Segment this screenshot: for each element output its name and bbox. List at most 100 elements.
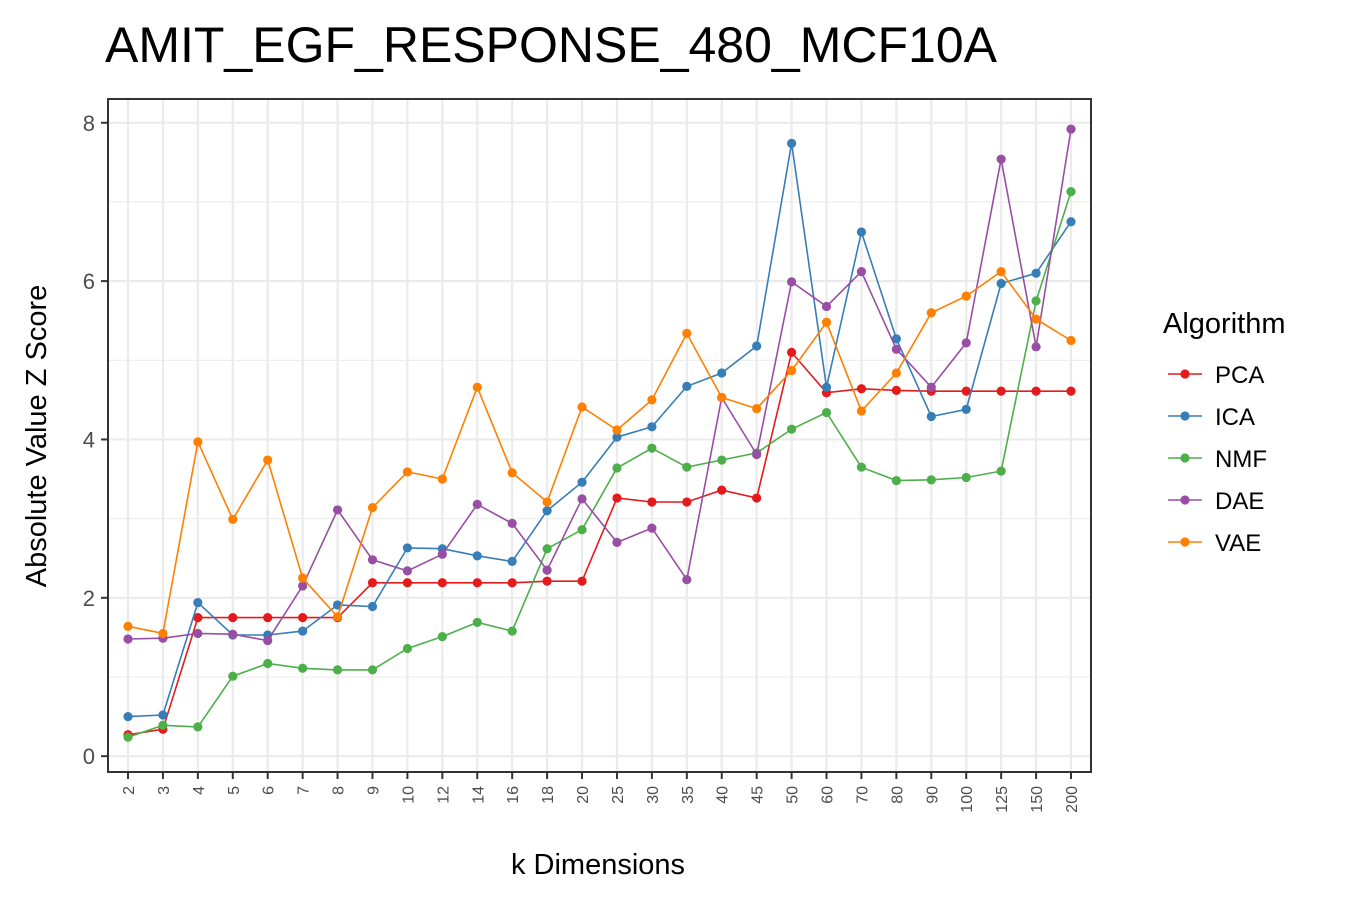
- data-point-nmf: [926, 475, 936, 485]
- data-point-dae: [1031, 342, 1041, 352]
- data-point-vae: [1066, 335, 1076, 346]
- data-point-ica: [682, 381, 692, 392]
- legend-item-pca: PCA: [1168, 362, 1264, 389]
- x-tick-label: 40: [715, 786, 732, 804]
- series-line-dae: [127, 128, 1072, 642]
- data-point-pca: [682, 497, 692, 507]
- data-point-dae: [786, 277, 797, 287]
- data-point-ica: [717, 368, 727, 378]
- data-point-ica: [752, 341, 762, 351]
- data-point-ica: [856, 227, 867, 237]
- data-point-nmf: [367, 665, 378, 675]
- data-point-nmf: [228, 671, 238, 681]
- data-point-ica: [1066, 217, 1076, 227]
- x-tick-label: 125: [994, 786, 1011, 813]
- data-point-nmf: [996, 466, 1006, 476]
- data-point-nmf: [612, 463, 622, 473]
- legend-key-point: [1180, 411, 1190, 421]
- data-point-dae: [193, 628, 203, 639]
- data-point-nmf: [1031, 296, 1041, 306]
- chart-title: AMIT_EGF_RESPONSE_480_MCF10A: [105, 17, 998, 73]
- data-point-ica: [891, 334, 901, 344]
- data-point-ica: [612, 432, 622, 442]
- data-point-nmf: [193, 722, 203, 732]
- data-point-pca: [961, 386, 971, 396]
- data-point-nmf: [647, 443, 657, 453]
- data-point-pca: [228, 613, 238, 623]
- data-point-pca: [1066, 386, 1076, 396]
- x-tick-label: 2: [121, 786, 138, 795]
- legend-item-dae: DAE: [1168, 488, 1264, 515]
- legend-label: DAE: [1215, 488, 1264, 515]
- data-point-dae: [402, 566, 413, 576]
- data-point-pca: [786, 347, 797, 357]
- data-point-vae: [1031, 314, 1041, 324]
- data-point-vae: [577, 402, 587, 412]
- data-point-vae: [996, 267, 1006, 277]
- data-point-vae: [332, 612, 343, 622]
- data-point-pca: [1031, 386, 1041, 396]
- data-point-pca: [891, 385, 901, 395]
- data-point-nmf: [577, 525, 587, 535]
- data-point-vae: [752, 403, 762, 414]
- x-tick-label: 8: [331, 786, 348, 795]
- series-line-ica: [127, 143, 1072, 718]
- y-tick-label: 4: [83, 427, 95, 452]
- series-line-vae: [127, 270, 1072, 635]
- data-point-ica: [542, 506, 552, 516]
- legend-items: PCA ICA NMF DAE VAE: [1168, 362, 1267, 557]
- data-point-dae: [263, 635, 273, 646]
- x-tick-label: 200: [1064, 786, 1081, 813]
- x-tick-label: 80: [889, 786, 906, 804]
- data-point-dae: [507, 518, 517, 528]
- data-point-ica: [402, 543, 413, 553]
- legend-key-point: [1180, 537, 1190, 547]
- data-point-dae: [367, 555, 378, 565]
- data-point-vae: [961, 291, 971, 301]
- grid-lines: [108, 99, 1091, 772]
- data-point-pca: [472, 578, 482, 588]
- data-point-vae: [298, 573, 308, 583]
- data-point-nmf: [472, 617, 482, 627]
- data-point-vae: [472, 382, 482, 392]
- series-ica: [123, 138, 1076, 722]
- series-pca: [123, 347, 1076, 740]
- legend-label: VAE: [1215, 530, 1261, 557]
- data-point-dae: [577, 494, 587, 504]
- data-point-vae: [786, 365, 797, 376]
- data-point-ica: [158, 710, 168, 720]
- x-tick-label: 6: [261, 786, 278, 795]
- y-tick-label: 0: [83, 744, 95, 769]
- x-tick-label: 14: [470, 786, 487, 804]
- data-point-dae: [472, 499, 482, 509]
- legend-label: NMF: [1215, 446, 1267, 473]
- data-point-vae: [193, 437, 203, 447]
- data-point-ica: [1031, 268, 1041, 278]
- data-point-nmf: [298, 663, 308, 673]
- data-point-vae: [263, 455, 273, 465]
- legend-label: ICA: [1215, 404, 1255, 431]
- data-point-pca: [367, 578, 378, 588]
- data-point-nmf: [682, 462, 692, 472]
- data-point-ica: [367, 601, 378, 612]
- data-point-pca: [577, 576, 587, 586]
- data-point-vae: [856, 406, 867, 416]
- data-point-vae: [682, 328, 692, 338]
- data-point-nmf: [437, 632, 447, 642]
- y-tick-label: 6: [83, 269, 95, 294]
- data-point-nmf: [332, 665, 343, 675]
- x-tick-label: 10: [400, 786, 417, 804]
- data-point-dae: [961, 338, 971, 348]
- x-tick-label: 25: [610, 786, 627, 804]
- plot-panel-border: [107, 98, 1092, 773]
- data-point-nmf: [717, 455, 727, 465]
- legend-key-point: [1180, 453, 1190, 463]
- data-point-vae: [542, 497, 552, 507]
- y-axis-title: Absolute Value Z Score: [21, 285, 53, 588]
- data-point-ica: [507, 556, 517, 566]
- x-tick-label: 12: [435, 786, 452, 804]
- data-point-vae: [367, 502, 378, 513]
- series-nmf: [123, 187, 1076, 742]
- data-point-dae: [752, 449, 762, 460]
